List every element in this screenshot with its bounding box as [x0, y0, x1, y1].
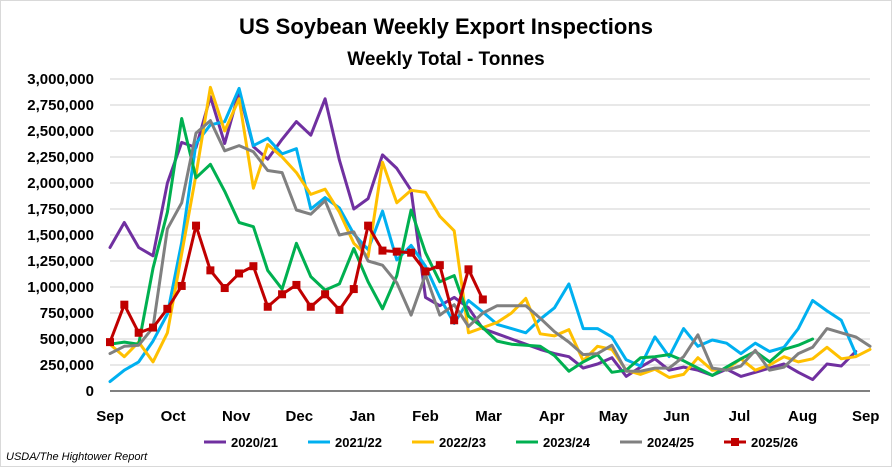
x-tick-label: Jun: [663, 408, 690, 425]
data-point-2025-26: [177, 281, 186, 290]
series-2025-26: [106, 221, 487, 347]
data-point-2025-26: [321, 290, 330, 299]
series-line-2024-25: [108, 119, 872, 373]
x-tick-label: Sep: [852, 408, 880, 425]
y-tick-label: 2,500,000: [27, 123, 94, 140]
legend-label: 2022/23: [439, 435, 486, 450]
data-point-2025-26: [206, 266, 215, 275]
data-point-2025-26: [134, 328, 143, 337]
data-point-2025-26: [378, 246, 387, 255]
series-lines: [106, 85, 872, 384]
data-point-2025-26: [220, 284, 229, 293]
chart-subtitle: Weekly Total - Tonnes: [347, 49, 544, 70]
x-tick-label: Apr: [539, 408, 565, 425]
y-tick-label: 2,750,000: [27, 97, 94, 114]
y-tick-label: 1,250,000: [27, 253, 94, 270]
y-tick-label: 500,000: [40, 331, 94, 348]
x-tick-label: Aug: [788, 408, 817, 425]
data-point-2025-26: [263, 302, 272, 311]
legend-label: 2020/21: [231, 435, 278, 450]
source-note: USDA/The Hightower Report: [6, 451, 148, 463]
legend-label: 2021/22: [335, 435, 382, 450]
data-point-2025-26: [435, 261, 444, 270]
chart-title: US Soybean Weekly Export Inspections: [239, 14, 653, 39]
y-tick-label: 1,500,000: [27, 227, 94, 244]
data-point-2025-26: [120, 300, 129, 309]
x-tick-label: Jul: [729, 408, 751, 425]
data-point-2025-26: [364, 221, 373, 230]
x-axis-tick-labels: Sep Oct Nov Dec Jan Feb Mar Apr May Jun Jul Aug Sep: [96, 408, 879, 425]
x-tick-label: May: [599, 408, 629, 425]
legend-item: 2024/25: [620, 435, 694, 450]
data-point-2025-26: [249, 262, 258, 271]
series-line-2022-23: [108, 85, 872, 379]
series-2024-25: [108, 119, 872, 373]
x-tick-label: Dec: [286, 408, 314, 425]
legend-label: 2023/24: [543, 435, 591, 450]
data-point-2025-26: [192, 221, 201, 230]
legend-item: 2023/24: [516, 435, 591, 450]
x-tick-label: Feb: [412, 408, 439, 425]
x-tick-label: Mar: [475, 408, 502, 425]
data-point-2025-26: [392, 247, 401, 256]
legend-marker: [731, 438, 739, 446]
data-point-2025-26: [149, 323, 158, 332]
data-point-2025-26: [106, 338, 114, 347]
data-point-2025-26: [163, 304, 172, 313]
series-2022-23: [108, 85, 872, 379]
y-tick-label: 750,000: [40, 305, 94, 322]
y-tick-label: 3,000,000: [27, 71, 94, 88]
data-point-2025-26: [464, 265, 473, 274]
legend-label: 2025/26: [751, 435, 798, 450]
data-point-2025-26: [278, 290, 287, 299]
x-tick-label: Nov: [222, 408, 251, 425]
data-point-2025-26: [407, 248, 416, 257]
data-point-2025-26: [335, 305, 344, 314]
data-point-2025-26: [306, 302, 315, 311]
legend-item: 2022/23: [412, 435, 486, 450]
data-point-2025-26: [450, 316, 459, 325]
y-tick-label: 2,250,000: [27, 149, 94, 166]
legend-item: 2020/21: [204, 435, 278, 450]
data-point-2025-26: [235, 269, 244, 278]
legend-item: 2025/26: [724, 435, 798, 450]
y-tick-label: 1,750,000: [27, 201, 94, 218]
y-tick-label: 0: [86, 383, 94, 400]
legend: 2020/21 2021/22 2022/23 2023/24 2024/25 2025/…: [204, 435, 798, 450]
y-axis-tick-labels: 0 250,000 500,000 750,000 1,000,000 1,250,000…: [27, 71, 94, 400]
data-point-2025-26: [478, 295, 487, 304]
y-tick-label: 250,000: [40, 357, 94, 374]
x-tick-label: Jan: [349, 408, 375, 425]
data-point-2025-26: [292, 280, 301, 289]
x-tick-label: Oct: [161, 408, 186, 425]
data-point-2025-26: [349, 285, 358, 294]
y-tick-label: 1,000,000: [27, 279, 94, 296]
y-tick-label: 2,000,000: [27, 175, 94, 192]
legend-item: 2021/22: [308, 435, 382, 450]
legend-label: 2024/25: [647, 435, 694, 450]
data-point-2025-26: [421, 267, 430, 276]
x-tick-label: Sep: [96, 408, 124, 425]
